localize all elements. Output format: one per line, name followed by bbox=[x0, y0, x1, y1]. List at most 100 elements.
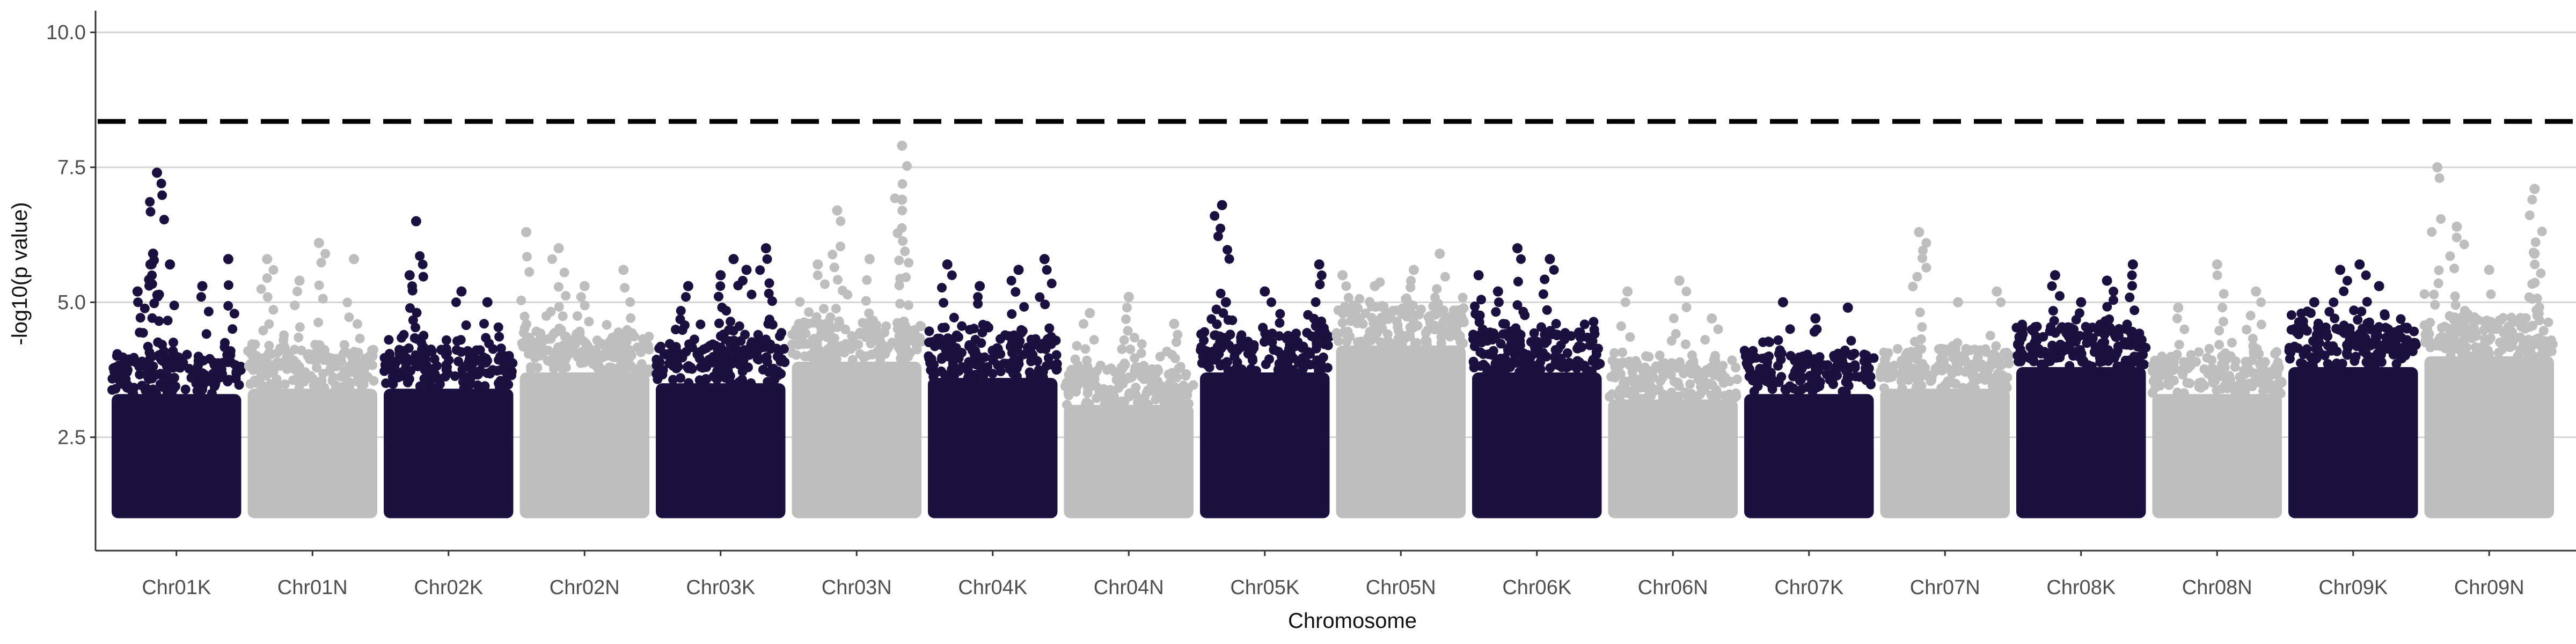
data-point bbox=[488, 344, 498, 354]
data-point bbox=[1436, 338, 1446, 348]
data-point bbox=[1136, 348, 1146, 358]
data-point bbox=[738, 355, 749, 365]
data-point bbox=[746, 378, 756, 388]
data-point bbox=[1646, 383, 1657, 393]
data-point bbox=[1046, 279, 1057, 289]
data-point bbox=[324, 356, 334, 367]
data-point bbox=[1121, 314, 1131, 324]
data-point bbox=[813, 270, 823, 280]
data-point bbox=[1211, 330, 1221, 340]
data-point bbox=[953, 365, 963, 375]
data-point bbox=[1615, 359, 1626, 369]
series-Chr06N bbox=[1605, 275, 1742, 518]
data-point bbox=[1636, 394, 1646, 404]
data-point bbox=[1710, 350, 1720, 361]
data-point bbox=[741, 265, 752, 275]
data-point bbox=[1675, 363, 1685, 373]
data-point bbox=[481, 357, 491, 368]
data-point bbox=[500, 361, 510, 371]
data-point bbox=[1366, 327, 1376, 337]
series-Chr03K bbox=[652, 243, 790, 518]
data-point bbox=[111, 366, 121, 376]
data-point bbox=[1701, 365, 1711, 375]
data-point bbox=[676, 306, 686, 316]
data-point bbox=[864, 308, 874, 318]
data-point bbox=[712, 366, 722, 376]
data-point bbox=[1538, 289, 1548, 299]
data-point bbox=[107, 385, 117, 395]
data-point bbox=[316, 258, 326, 268]
data-point bbox=[1225, 330, 1235, 340]
data-point bbox=[2349, 305, 2359, 316]
data-point bbox=[2351, 352, 2361, 362]
data-point bbox=[353, 319, 362, 329]
data-point bbox=[415, 251, 425, 261]
data-point bbox=[1157, 387, 1167, 398]
data-point bbox=[1815, 377, 1825, 387]
data-point bbox=[248, 362, 259, 372]
data-point bbox=[579, 357, 589, 368]
data-point bbox=[1519, 361, 1529, 371]
data-point bbox=[1216, 288, 1226, 298]
data-point bbox=[755, 265, 765, 275]
data-point bbox=[456, 347, 466, 357]
data-point bbox=[1282, 334, 1292, 343]
data-point bbox=[2430, 300, 2440, 310]
data-point bbox=[945, 336, 955, 346]
data-point bbox=[793, 340, 803, 350]
data-point bbox=[1162, 346, 1172, 356]
data-point bbox=[258, 326, 268, 335]
data-point bbox=[2296, 358, 2306, 368]
data-point bbox=[112, 351, 122, 361]
data-point bbox=[1438, 305, 1448, 316]
data-point bbox=[1278, 364, 1289, 374]
data-point bbox=[1615, 393, 1625, 404]
data-point bbox=[369, 376, 379, 386]
data-point bbox=[1172, 337, 1181, 347]
data-point bbox=[1492, 286, 1503, 297]
series-Chr02K bbox=[379, 216, 518, 518]
data-point bbox=[1950, 364, 1960, 374]
data-point bbox=[1952, 297, 1963, 308]
data-point bbox=[957, 321, 967, 331]
data-point bbox=[1476, 295, 1486, 305]
data-point bbox=[408, 315, 418, 325]
series-Chr01K bbox=[107, 167, 246, 518]
data-point bbox=[832, 275, 843, 285]
data-point bbox=[2396, 353, 2406, 363]
x-tick-label-Chr04K: Chr04K bbox=[958, 576, 1027, 599]
data-point bbox=[606, 351, 616, 361]
data-point bbox=[1746, 354, 1756, 364]
data-point bbox=[2495, 338, 2505, 347]
data-point bbox=[268, 365, 279, 376]
data-point bbox=[1542, 336, 1552, 346]
data-point bbox=[715, 270, 726, 281]
data-point bbox=[149, 298, 159, 309]
data-point bbox=[656, 341, 666, 352]
data-point bbox=[229, 309, 239, 319]
data-point bbox=[2353, 314, 2363, 325]
data-point bbox=[522, 319, 531, 330]
data-point bbox=[1949, 378, 1959, 388]
data-point bbox=[665, 339, 675, 349]
data-point bbox=[524, 348, 535, 358]
data-point bbox=[1166, 372, 1176, 383]
data-point bbox=[1082, 363, 1092, 372]
data-point bbox=[1217, 200, 1227, 210]
data-point bbox=[2109, 287, 2119, 297]
data-point bbox=[121, 374, 131, 384]
data-point bbox=[2445, 311, 2455, 321]
series-Chr08K bbox=[2011, 259, 2151, 518]
data-point bbox=[1936, 383, 1946, 393]
data-point bbox=[264, 319, 274, 329]
data-point bbox=[1316, 270, 1327, 280]
data-point bbox=[2404, 345, 2414, 355]
data-point bbox=[309, 354, 319, 364]
data-point bbox=[1478, 349, 1488, 359]
data-point bbox=[1216, 361, 1226, 371]
data-point bbox=[2299, 349, 2309, 360]
x-tick-label-Chr01N: Chr01N bbox=[277, 576, 348, 599]
data-point bbox=[2248, 333, 2258, 343]
data-point bbox=[1879, 347, 1889, 357]
data-point bbox=[331, 380, 341, 391]
